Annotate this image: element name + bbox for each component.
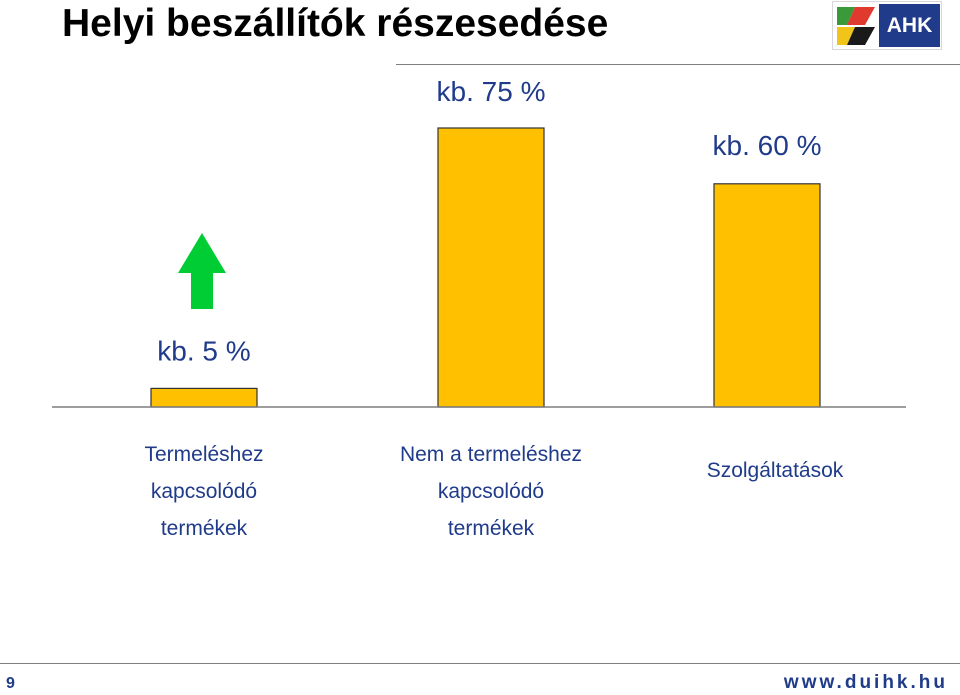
category-label-line: Nem a termeléshez (399, 443, 583, 466)
bar-chart: kb. 5 % kb. 75 % kb. 60 % (52, 76, 906, 408)
logo-mark-icon (837, 7, 875, 45)
logo-text: AHK (879, 4, 940, 47)
up-arrow-icon (178, 233, 226, 309)
category-label-line: kapcsolódó (437, 480, 545, 503)
data-label-2: kb. 75 % (437, 76, 546, 107)
category-label-line: termékek (160, 517, 248, 540)
data-label-1: kb. 5 % (157, 335, 250, 366)
bar-3 (713, 183, 821, 408)
footer-divider (0, 663, 960, 664)
page-number: 9 (6, 675, 15, 692)
category-label-2: Nem a termeléshez kapcsolódó termékek (381, 436, 601, 547)
category-label-line: kapcsolódó (150, 480, 258, 503)
title-divider (396, 64, 960, 65)
category-label-1: Termeléshez kapcsolódó termékek (94, 436, 314, 547)
ahk-logo: AHK (832, 1, 942, 50)
bar-1 (150, 387, 258, 408)
category-label-3: Szolgáltatások (665, 452, 885, 489)
category-label-line: Termeléshez (144, 443, 264, 466)
footer-url: www.duihk.hu (783, 672, 948, 693)
data-label-3: kb. 60 % (713, 130, 822, 161)
bar-2 (437, 127, 545, 408)
slide-title: Helyi beszállítók részesedése (62, 2, 609, 45)
category-label-line: termékek (447, 517, 535, 540)
category-label-line: Szolgáltatások (706, 459, 844, 482)
